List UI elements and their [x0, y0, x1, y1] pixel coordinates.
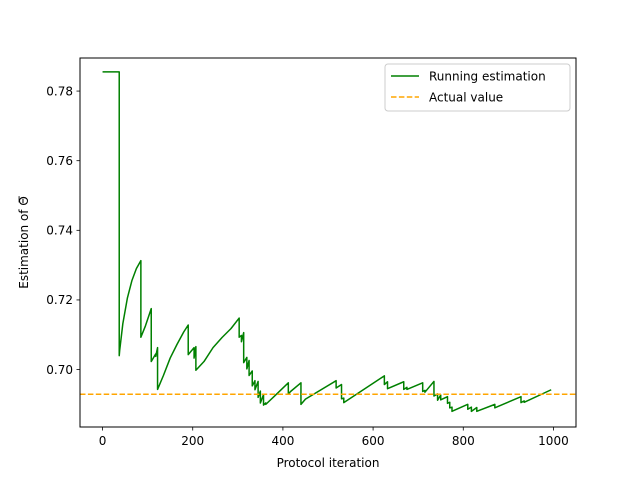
legend: Running estimation Actual value [384, 63, 571, 112]
x-tick-label: 200 [181, 434, 204, 448]
y-tick-label: 0.74 [46, 224, 73, 238]
x-tick-label: 600 [362, 434, 385, 448]
y-tick-label: 0.70 [46, 363, 73, 377]
y-tick-label: 0.76 [46, 154, 73, 168]
legend-label-running-estimation: Running estimation [429, 70, 546, 84]
series-line-running-estimation [102, 71, 552, 413]
legend-frame [384, 63, 571, 112]
legend-label-actual-value: Actual value [429, 91, 503, 105]
y-axis-label: Estimation of Θ̅ [17, 195, 31, 289]
x-tick-label: 0 [99, 434, 107, 448]
x-axis-label: Protocol iteration [277, 456, 380, 470]
x-tick-label: 400 [271, 434, 294, 448]
y-tick-label: 0.78 [46, 84, 73, 98]
plot-frame [79, 57, 577, 428]
x-tick-label: 800 [452, 434, 475, 448]
y-tick-label: 0.72 [46, 293, 73, 307]
x-tick-label: 1000 [538, 434, 569, 448]
